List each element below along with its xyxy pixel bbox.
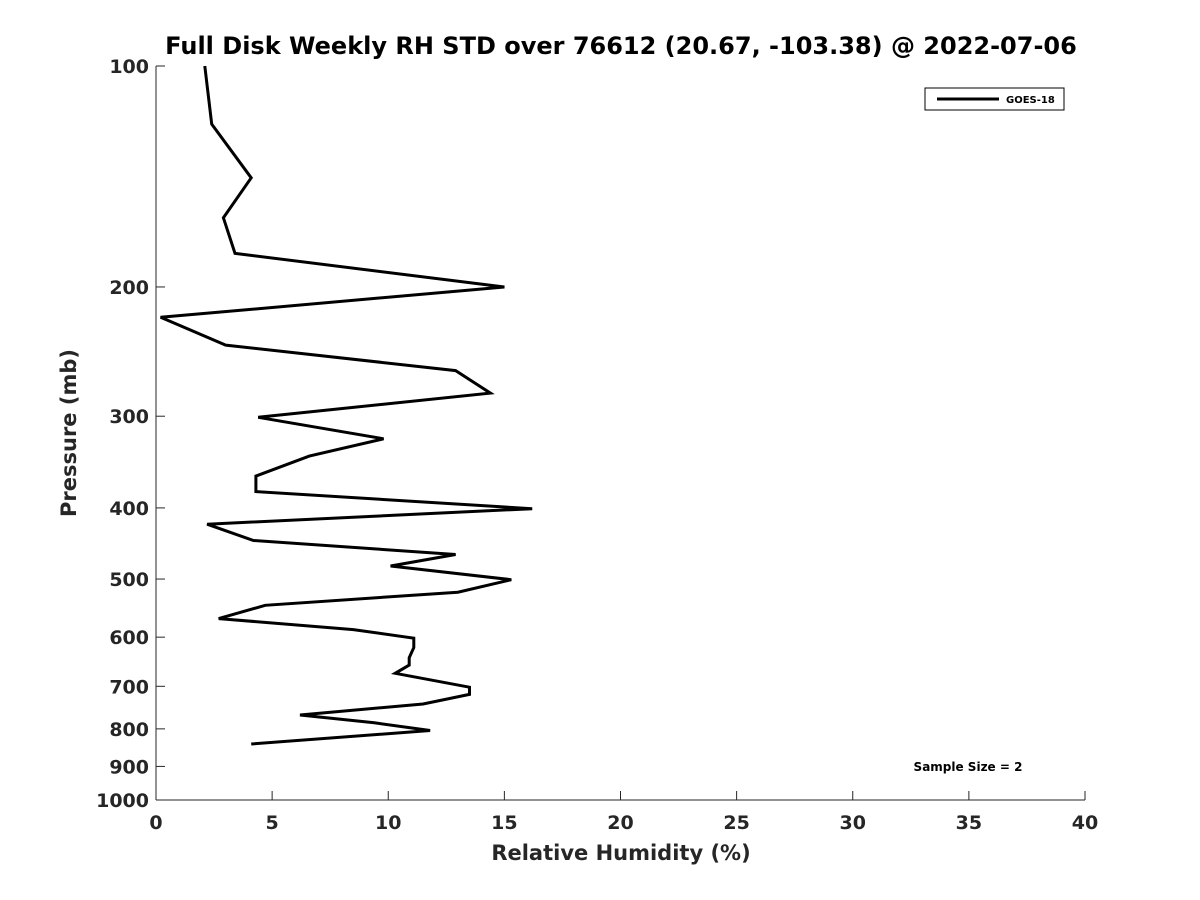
- x-tick-label: 5: [266, 812, 279, 834]
- y-tick-label: 400: [109, 498, 149, 520]
- x-tick-label: 20: [607, 812, 633, 834]
- y-tick-label: 800: [109, 719, 149, 741]
- y-tick-label: 100: [109, 56, 149, 78]
- series-line-goes-18: [160, 65, 533, 746]
- y-tick-label: 300: [109, 406, 149, 428]
- y-axis-label: Pressure (mb): [57, 349, 81, 517]
- x-tick-label: 15: [491, 812, 517, 834]
- legend: GOES-18: [924, 87, 1065, 111]
- y-tick-label: 200: [109, 277, 149, 299]
- x-tick-label: 10: [375, 812, 401, 834]
- chart-title: Full Disk Weekly RH STD over 76612 (20.6…: [165, 32, 1077, 60]
- legend-label-goes-18: GOES-18: [1006, 95, 1055, 106]
- x-tick-label: 40: [1072, 812, 1098, 834]
- y-tick-label: 500: [109, 569, 149, 591]
- x-tick-label: 30: [840, 812, 866, 834]
- x-tick-label: 35: [956, 812, 982, 834]
- x-tick-label: 0: [149, 812, 162, 834]
- y-tick-label: 700: [109, 676, 149, 698]
- sample-size-annotation: Sample Size = 2: [914, 760, 1023, 774]
- y-axis-ticks: 100 200 300 400 500 600 700 800 900 1000: [96, 56, 165, 812]
- plot-area: [155, 65, 1085, 801]
- x-tick-label: 25: [723, 812, 749, 834]
- y-tick-label: 600: [109, 627, 149, 649]
- x-axis-label: Relative Humidity (%): [491, 841, 750, 865]
- x-axis-ticks: 0 5 10 15 20 25 30 35 40: [149, 791, 1098, 834]
- y-tick-label: 900: [109, 756, 149, 778]
- y-tick-label: 1000: [96, 790, 149, 812]
